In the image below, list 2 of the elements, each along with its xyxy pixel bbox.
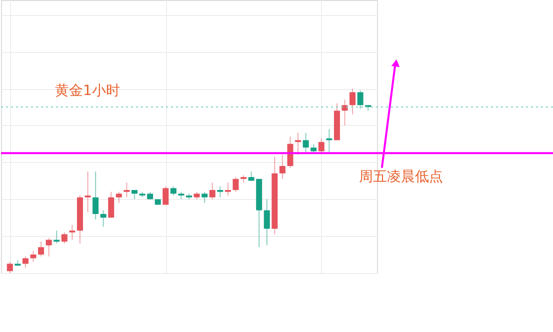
ref-line-label: 周五凌晨低点 <box>359 169 443 186</box>
chart-title: 黄金1小时 <box>55 83 120 99</box>
